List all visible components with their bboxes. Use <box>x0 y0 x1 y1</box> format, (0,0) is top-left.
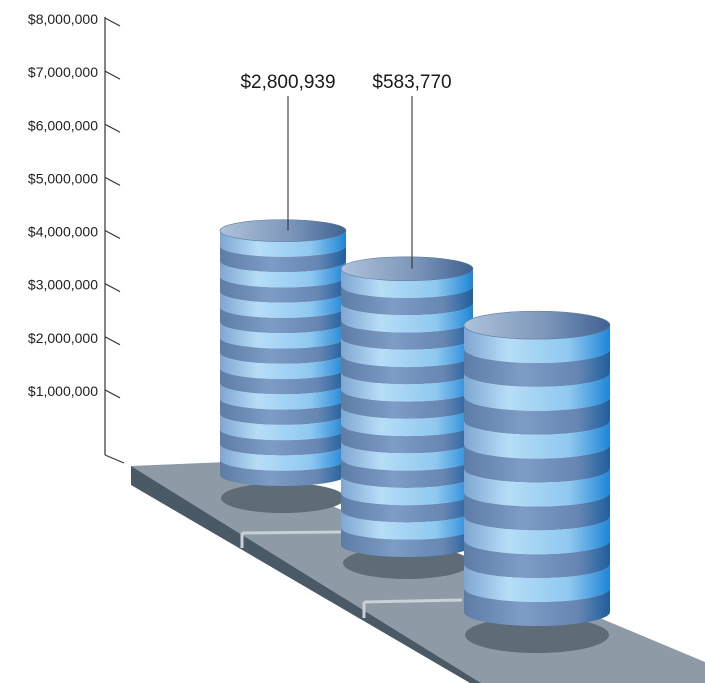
bar-stripe <box>464 564 610 603</box>
bar-stripe <box>220 429 346 456</box>
bar-stripe <box>341 510 473 540</box>
bar-stripe <box>341 389 473 419</box>
annotation: $583,770 <box>372 72 452 269</box>
y-tick <box>104 123 121 133</box>
bar-stripe <box>464 420 610 459</box>
bar-stripe <box>341 320 473 350</box>
bar-stripe <box>341 372 473 402</box>
y-tick-label: $1,000,000 <box>28 383 98 399</box>
platform-seam <box>363 598 463 604</box>
bar-stripe <box>341 441 473 471</box>
bar-stripe <box>341 286 473 316</box>
bar-stripe <box>220 337 346 364</box>
bar <box>463 310 611 653</box>
bar-stripe <box>220 261 346 288</box>
bar-cap <box>463 310 611 340</box>
bar-stripe <box>464 588 610 626</box>
bar-stripe <box>464 540 610 579</box>
bar-stripe <box>220 444 346 471</box>
bar-stripe <box>220 245 346 273</box>
bar-stripe <box>220 230 346 257</box>
bar-stripe <box>464 516 610 555</box>
y-tick-label: $8,000,000 <box>28 11 98 27</box>
bar-stripe <box>341 424 473 454</box>
bar-stripe <box>341 268 473 299</box>
y-tick <box>104 70 121 80</box>
bar-stripe <box>341 406 473 437</box>
bar <box>340 256 474 579</box>
bar-stripe <box>464 372 610 411</box>
platform-seam <box>241 530 343 535</box>
y-tick-label: $7,000,000 <box>28 64 98 80</box>
bar-stripe <box>220 368 346 395</box>
y-tick <box>104 336 121 346</box>
bar-stripe <box>341 527 473 557</box>
annotations: $2,800,939 $583,770 <box>240 72 452 269</box>
y-tick-label: $5,000,000 <box>28 170 98 186</box>
bar-cap <box>340 256 474 282</box>
bar-stripe <box>220 306 346 334</box>
bar-stripe <box>220 398 346 425</box>
annotation-label: $2,800,939 <box>240 72 335 93</box>
y-axis-foot <box>104 454 125 464</box>
bar-stripe <box>464 444 610 483</box>
annotation: $2,800,939 <box>240 72 336 231</box>
bar-stripe <box>464 349 610 387</box>
bar-stripe <box>341 458 473 488</box>
bar-stripe <box>341 355 473 385</box>
bar-stripe <box>220 352 346 380</box>
y-tick-label: $4,000,000 <box>28 224 98 240</box>
y-tick-label: $2,000,000 <box>28 330 98 346</box>
bar <box>219 219 347 513</box>
y-tick <box>104 229 121 240</box>
bar-stripe <box>220 322 346 349</box>
y-axis: $1,000,000 $2,000,000 $3,000,000 $4,000,000… <box>28 11 125 464</box>
bar-stripe <box>464 396 610 435</box>
platform-side <box>131 466 481 683</box>
bar-stripe <box>220 459 346 486</box>
bar-cap <box>219 219 347 242</box>
bar-shadow <box>465 617 609 653</box>
bar-stripe <box>220 413 346 441</box>
bar-stripe <box>341 303 473 333</box>
bar-stripe <box>341 337 473 368</box>
bar-shadow <box>221 483 345 513</box>
bar-stripe <box>220 383 346 410</box>
bar-stripe <box>341 493 473 523</box>
bar-stripe <box>220 276 346 303</box>
bar-stripe <box>341 475 473 506</box>
y-tick <box>104 17 121 27</box>
bar-stripe <box>220 291 346 318</box>
y-tick-label: $3,000,000 <box>28 277 98 293</box>
y-tick <box>104 389 121 399</box>
annotation-label: $583,770 <box>372 72 451 93</box>
y-tick <box>104 283 121 293</box>
bar-stripe <box>464 492 610 531</box>
bars <box>219 219 611 653</box>
y-tick <box>104 176 121 186</box>
bar-stripe <box>464 468 610 507</box>
y-tick-label: $6,000,000 <box>28 117 98 133</box>
bar-stripe <box>464 325 610 364</box>
